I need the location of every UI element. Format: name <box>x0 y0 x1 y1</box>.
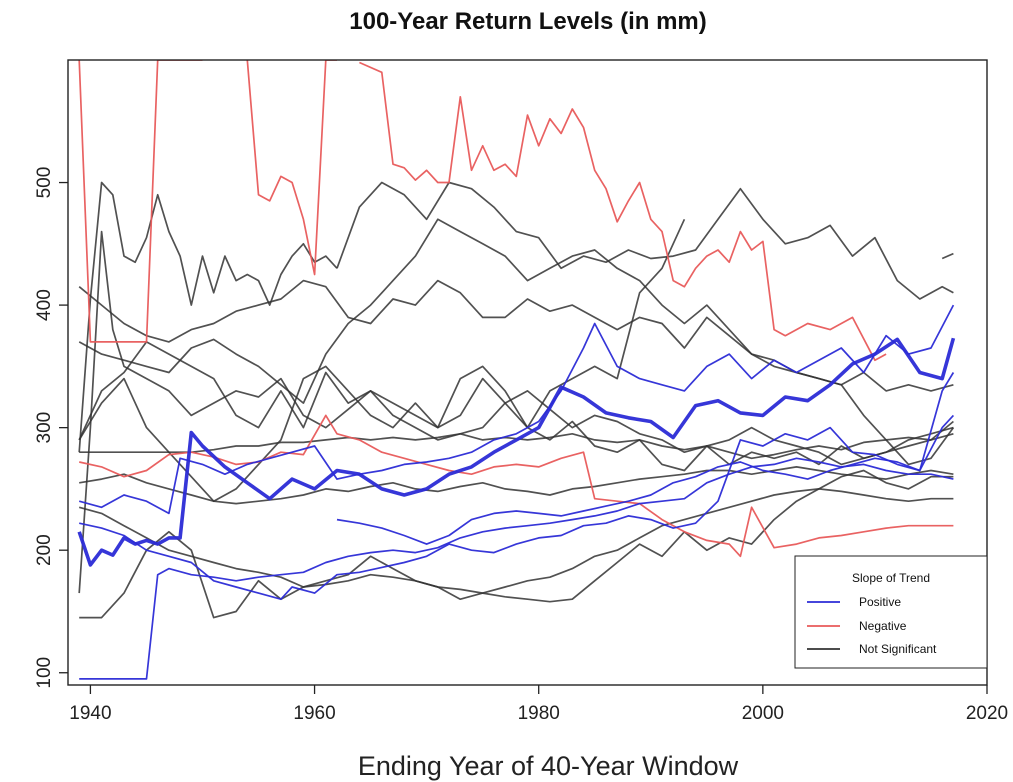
x-tick-label: 2000 <box>742 703 784 724</box>
series-line-not-significant-12 <box>78 218 955 466</box>
series-line-positive-2 <box>79 457 954 680</box>
y-tick-label: 300 <box>34 412 55 444</box>
legend-title: Slope of Trend <box>852 571 930 585</box>
y-tick-label: 200 <box>34 534 55 566</box>
series-line-not-significant-18 <box>79 469 954 619</box>
legend-label-negative: Negative <box>859 619 907 633</box>
legend-label-not-significant: Not Significant <box>859 642 937 656</box>
series-layer <box>77 60 956 680</box>
x-tick-label: 1960 <box>293 703 335 724</box>
series-line-negative-5 <box>78 60 203 343</box>
y-tick-label: 100 <box>34 657 55 689</box>
series-line-positive-0 <box>77 337 956 567</box>
series-line-not-significant-13 <box>78 230 954 594</box>
series-line-negative-8 <box>79 414 954 558</box>
series-line-not-significant-16 <box>79 466 954 505</box>
plot-frame <box>67 59 988 686</box>
series-line-not-significant-10 <box>336 181 954 300</box>
series-line-positive-4 <box>79 414 955 601</box>
x-tick-label: 1940 <box>69 703 111 724</box>
x-axis: 1940 1960 1980 2000 2020 <box>69 685 1008 724</box>
y-axis: 100 200 300 400 500 <box>34 167 68 689</box>
y-tick-label: 500 <box>34 167 55 199</box>
x-tick-label: 2020 <box>966 703 1008 724</box>
legend-label-positive: Positive <box>859 595 901 609</box>
legend: Slope of Trend Positive Negative Not Sig… <box>794 555 988 669</box>
series-line-positive-3 <box>336 372 955 545</box>
chart-title: 100-Year Return Levels (in mm) <box>349 8 706 35</box>
series-line-not-significant-17 <box>78 488 954 594</box>
series-line-negative-6 <box>246 60 337 276</box>
series-line-negative-7 <box>359 61 887 362</box>
series-line-not-significant-9 <box>78 181 338 453</box>
x-tick-label: 1980 <box>518 703 560 724</box>
series-line-not-significant-14 <box>78 341 954 472</box>
x-axis-label: Ending Year of 40-Year Window <box>358 751 739 781</box>
series-line-positive-1 <box>78 304 955 515</box>
y-tick-label: 400 <box>34 289 55 321</box>
series-line-not-significant-11 <box>78 279 954 392</box>
series-line-not-significant-20 <box>941 252 954 260</box>
series-line-not-significant-19 <box>78 218 686 503</box>
